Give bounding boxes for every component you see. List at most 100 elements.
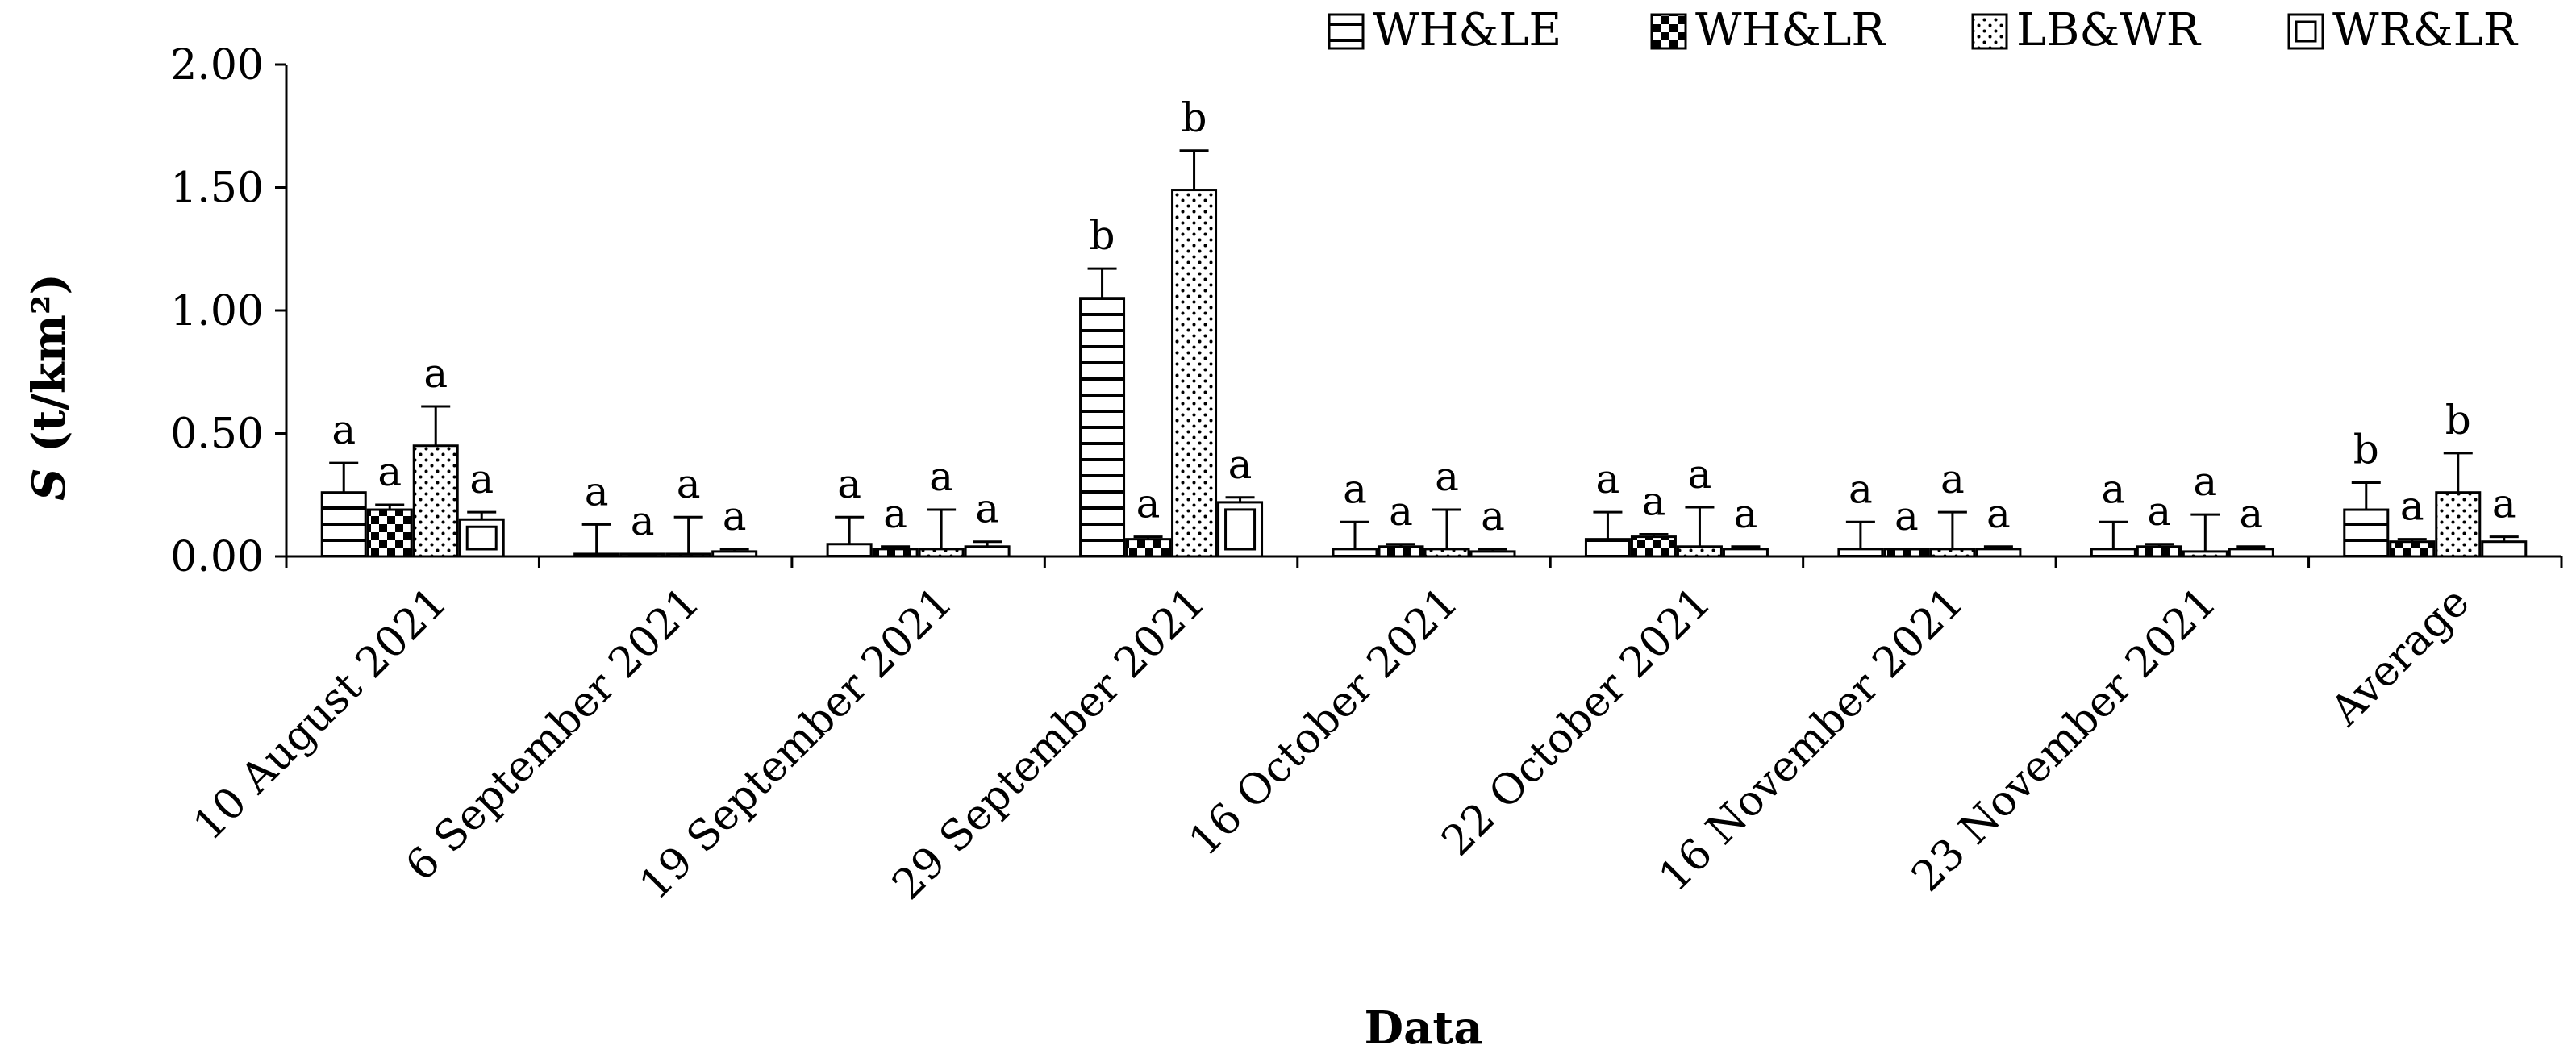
significance-letter: a <box>585 468 609 514</box>
significance-letter: a <box>1940 456 1965 502</box>
bar-inner-box <box>1224 508 1257 551</box>
error-bars <box>329 149 2519 556</box>
significance-letter: a <box>1228 441 1253 488</box>
legend-label: WR&LR <box>2332 4 2519 56</box>
bar <box>2228 548 2274 558</box>
significance-letter: a <box>1596 456 1620 502</box>
legend-swatch <box>1650 13 1687 50</box>
y-tick-label: 0.00 <box>170 533 264 581</box>
bar <box>1975 548 2022 558</box>
bar <box>2136 545 2182 558</box>
bar <box>412 444 459 558</box>
significance-letter: a <box>1481 493 1505 539</box>
significance-letter: a <box>1389 488 1413 535</box>
significance-letter: a <box>975 485 999 532</box>
x-tick-label: 10 August 2021 <box>185 578 456 850</box>
bar <box>1837 548 1884 558</box>
significance-letter: a <box>1642 478 1666 525</box>
bar <box>2481 540 2528 558</box>
significance-letter: a <box>1136 481 1161 527</box>
y-tick-label: 2.00 <box>170 41 264 90</box>
significance-letter: a <box>677 460 701 507</box>
significance-letter: b <box>2445 397 2471 444</box>
x-axis-title: Data <box>1365 1002 1483 1055</box>
bar-inner-box <box>465 525 498 551</box>
bar <box>1630 535 1677 558</box>
significance-letter: a <box>1688 451 1712 498</box>
legend-swatch <box>1328 13 1365 50</box>
bar <box>2343 508 2390 558</box>
significance-letter: a <box>2193 458 2217 505</box>
significance-letter: b <box>2353 427 2379 473</box>
bar <box>1469 550 1516 558</box>
bar <box>872 548 919 558</box>
y-axis-title: S (t/km²) <box>23 273 76 501</box>
significance-letter: a <box>2492 481 2516 527</box>
x-tick-label: 22 October 2021 <box>1432 578 1720 866</box>
significance-letter: a <box>1986 490 2011 537</box>
significance-letter: a <box>1343 465 1367 512</box>
y-ticks: 0.00 0.50 1.00 1.50 2.00 <box>170 41 286 581</box>
significance-letter: b <box>1182 94 1207 141</box>
bar <box>2389 540 2436 558</box>
bar <box>1423 548 1470 558</box>
legend: WH&LE WH&LR LB&WR WR&LR <box>1328 4 2519 56</box>
bar <box>1929 548 1976 558</box>
significance-letter: a <box>2147 488 2171 535</box>
bar <box>826 543 873 558</box>
significance-letter: a <box>1734 490 1758 537</box>
significance-letter: a <box>631 498 655 544</box>
bar <box>1332 548 1378 558</box>
bar <box>366 508 413 558</box>
y-axis-title-rest: (t/km²) <box>23 273 76 468</box>
significance-letter: a <box>2101 465 2125 512</box>
legend-swatch-inner <box>2295 20 2317 43</box>
bar <box>1378 545 1424 558</box>
legend-label: LB&WR <box>2016 4 2202 56</box>
significance-letter: a <box>423 350 448 397</box>
bar <box>918 548 965 558</box>
significance-letter: a <box>377 448 402 495</box>
y-tick-label: 1.00 <box>170 287 264 335</box>
y-axis-title-italic: S <box>23 468 76 500</box>
y-tick-label: 1.50 <box>170 165 264 213</box>
bar <box>964 545 1011 558</box>
bar <box>2182 550 2228 558</box>
legend-swatch <box>1971 13 2008 50</box>
significance-letter: b <box>1090 212 1115 259</box>
legend-label: WH&LE <box>1373 4 1561 56</box>
bar <box>1079 297 1126 558</box>
significance-letter: a <box>469 456 494 502</box>
axes <box>285 65 2561 558</box>
significance-letter: a <box>1435 453 1459 500</box>
bar <box>573 552 620 558</box>
bar <box>2435 491 2482 558</box>
bar <box>665 552 712 558</box>
bar <box>2090 548 2136 558</box>
bar <box>1676 545 1723 558</box>
significance-letter: a <box>837 460 861 507</box>
bars <box>320 189 2528 558</box>
significance-letter: a <box>929 453 953 500</box>
bar <box>1125 538 1172 558</box>
bar <box>1171 189 1218 558</box>
x-tick-label: 16 October 2021 <box>1180 578 1468 866</box>
significance-letter: a <box>1894 493 1919 539</box>
legend-label: WH&LR <box>1695 4 1886 56</box>
legend-swatch <box>2287 13 2324 50</box>
significance-letter: a <box>883 490 907 537</box>
significance-letter: a <box>723 493 747 539</box>
significance-letter: a <box>2400 483 2424 530</box>
y-tick-label: 0.50 <box>170 410 264 459</box>
bar <box>711 550 758 558</box>
bar <box>1722 548 1769 558</box>
significance-letter: a <box>2239 490 2263 537</box>
significance-letter: a <box>1849 465 1873 512</box>
x-tick-label: Average <box>2321 578 2479 736</box>
significance-letter: a <box>331 406 356 453</box>
bar <box>1584 538 1631 558</box>
bar <box>320 491 367 558</box>
